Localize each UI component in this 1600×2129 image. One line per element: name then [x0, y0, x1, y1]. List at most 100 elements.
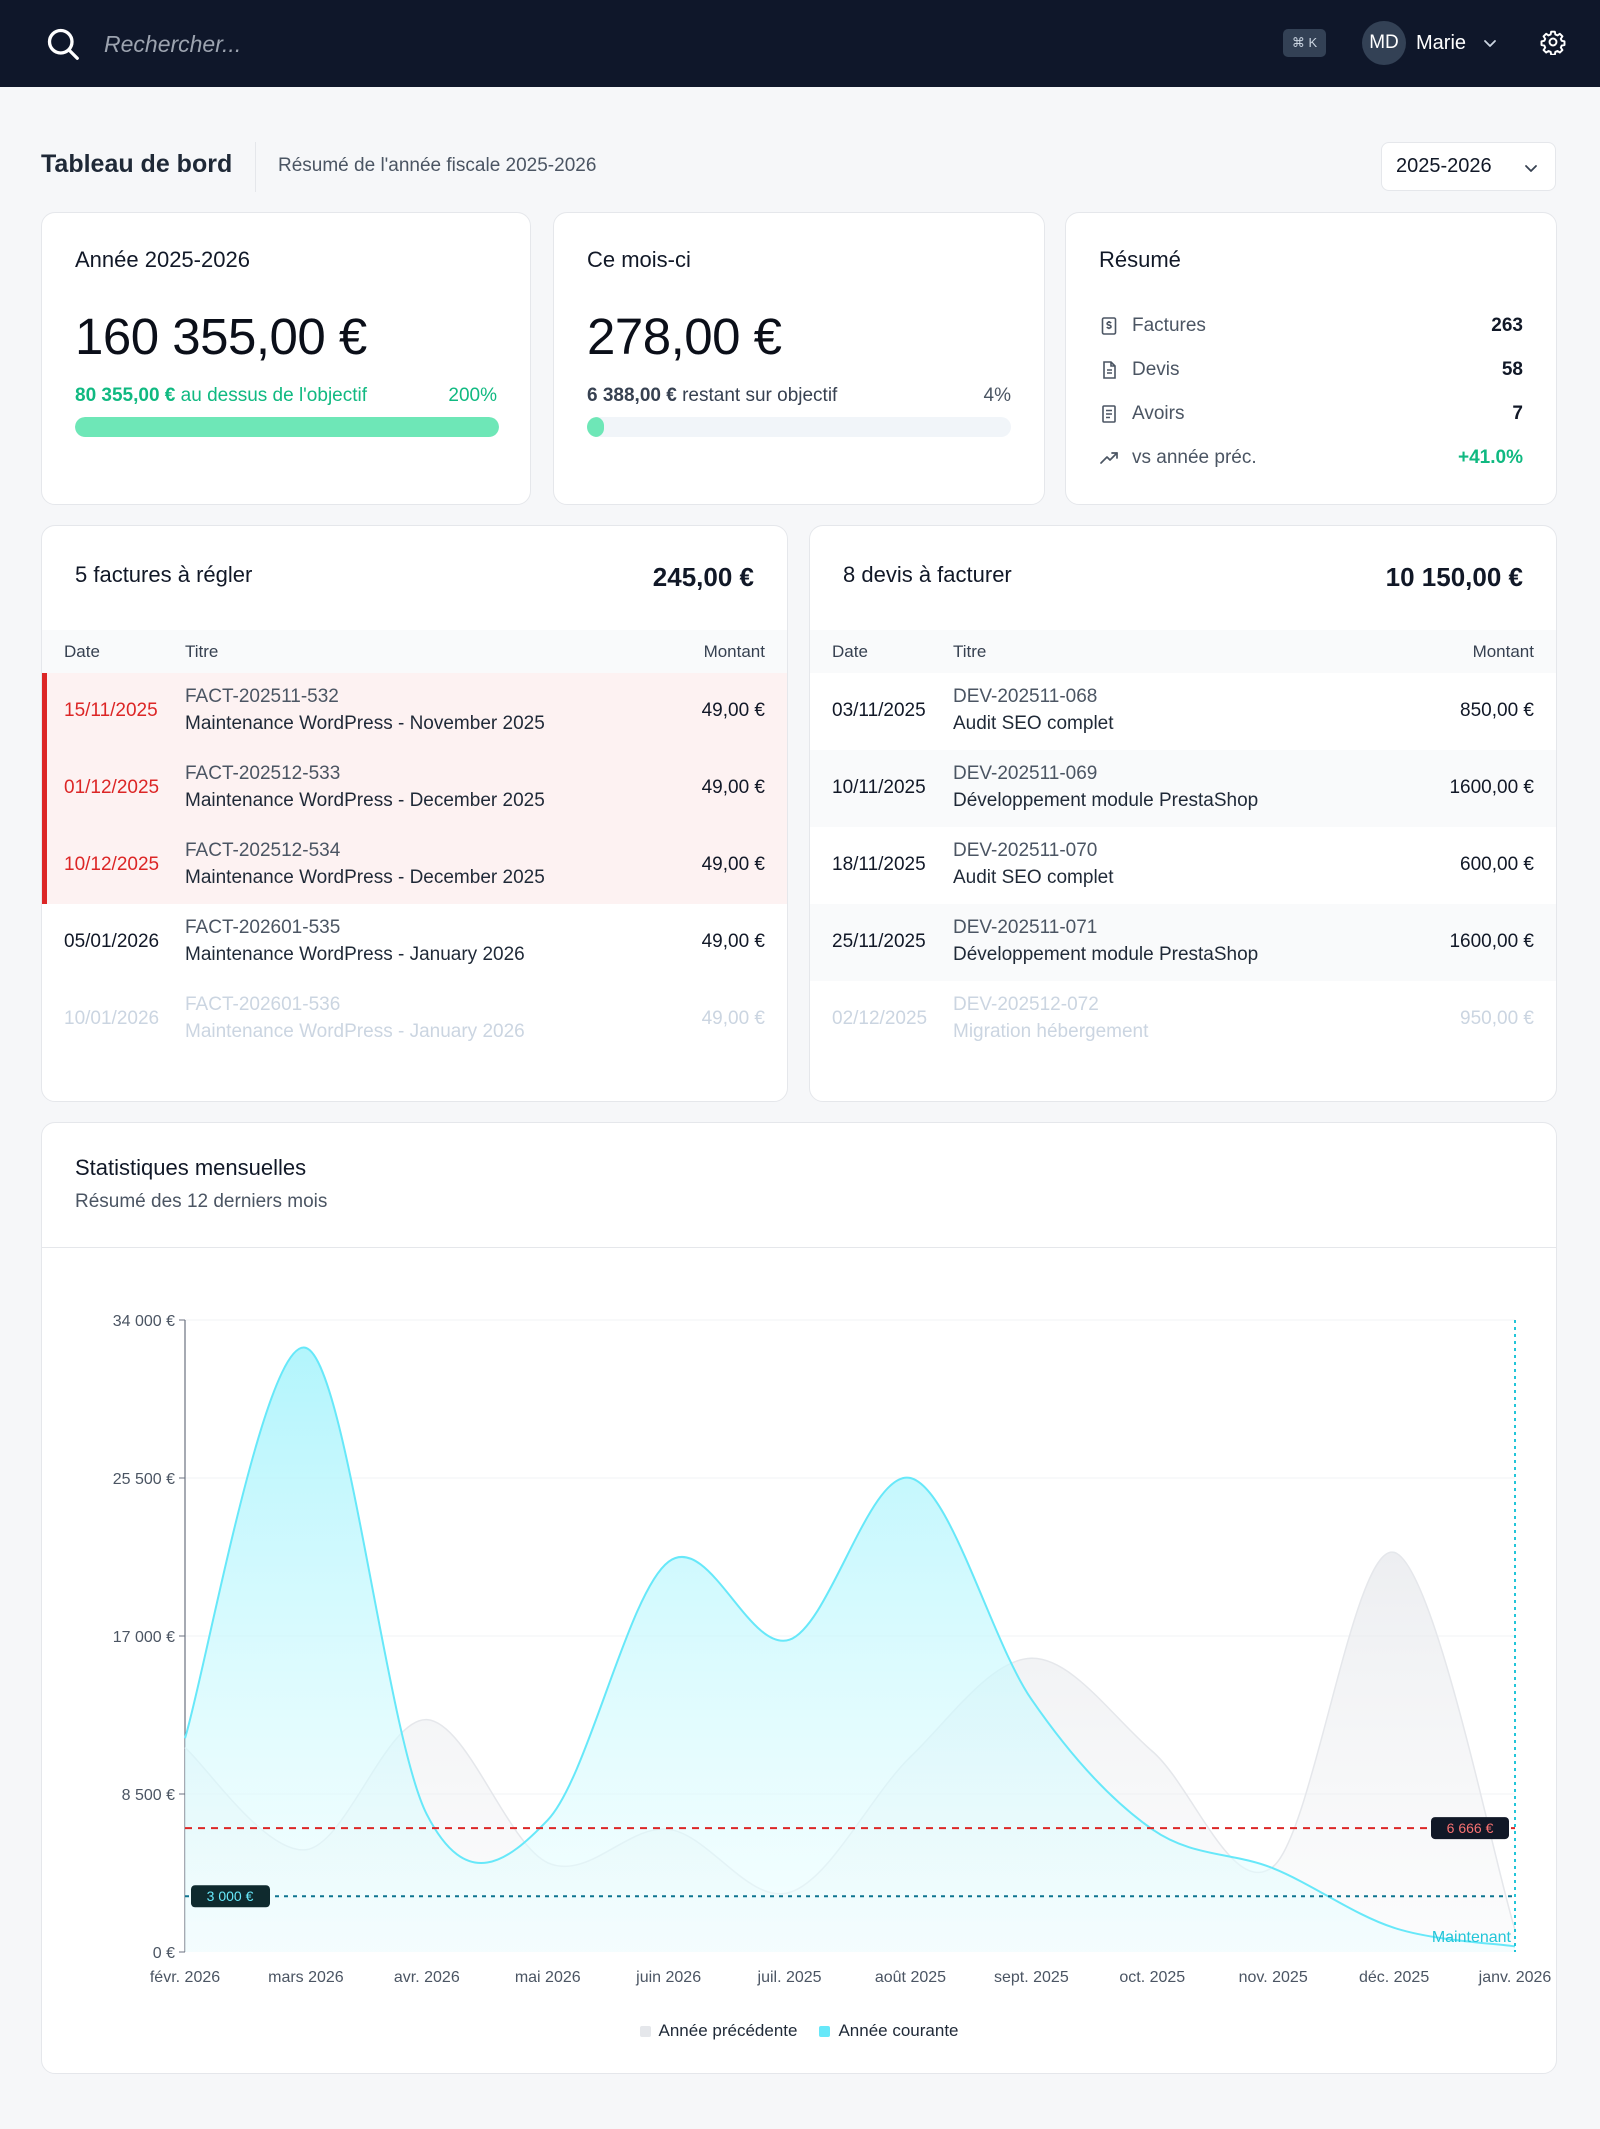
quotes-card: 8 devis à facturer 10 150,00 € Date Titr…: [809, 525, 1557, 1102]
row-date: 10/12/2025: [64, 854, 160, 875]
keyboard-shortcut-badge: ⌘ K: [1283, 29, 1326, 57]
legend-item-current-year[interactable]: Année courante: [819, 2021, 959, 2041]
current-year-area: [185, 1347, 1515, 1952]
row-date: 05/01/2026: [64, 931, 160, 952]
year-progress-value: 80 355,00 €: [75, 385, 176, 406]
current-year-line: [184, 1346, 1516, 1948]
row-reference[interactable]: DEV-202511-068: [953, 686, 1098, 707]
year-progress-text: 80 355,00 € au dessus de l'objectif: [75, 385, 367, 407]
row-date: 10/11/2025: [832, 777, 926, 798]
row-reference[interactable]: FACT-202512-533: [185, 763, 341, 784]
target-label-upper: 6 666 €: [1447, 1820, 1494, 1836]
month-progress-text: 6 388,00 € restant sur objectif: [587, 385, 837, 407]
current-year-point: [546, 1818, 550, 1822]
legend-item-previous-year[interactable]: Année précédente: [639, 2021, 797, 2041]
table-row[interactable]: 02/12/2025 DEV-202512-072 Migration héberg…: [810, 981, 1556, 1058]
x-tick-label: févr. 2026: [150, 1969, 220, 1986]
row-reference[interactable]: FACT-202512-534: [185, 840, 341, 861]
avatar: MD: [1362, 21, 1406, 65]
row-reference[interactable]: DEV-202511-071: [953, 917, 1098, 938]
previous-year-point: [1029, 1656, 1033, 1660]
row-reference[interactable]: FACT-202601-536: [185, 994, 341, 1015]
table-row[interactable]: 05/01/2026 FACT-202601-535 Maintenance Wor…: [42, 904, 787, 981]
legend-label: Année courante: [838, 2021, 959, 2040]
table-row[interactable]: 15/11/2025 FACT-202511-532 Maintenance Wor…: [42, 673, 787, 750]
row-amount: 850,00 €: [1460, 700, 1534, 721]
x-tick-label: mai 2026: [515, 1969, 581, 1986]
y-tick-label: 25 500 €: [113, 1471, 175, 1488]
monthly-area-chart: 0 € 8 500 € 17 000 € 25 500 € 34 000 € 6 666 …: [113, 1313, 1552, 1986]
y-tick-label: 0 €: [153, 1945, 175, 1962]
current-year-point: [1392, 1926, 1396, 1930]
table-row[interactable]: 01/12/2025 FACT-202512-533 Maintenance Wor…: [42, 750, 787, 827]
row-reference[interactable]: FACT-202601-535: [185, 917, 341, 938]
row-amount: 1600,00 €: [1449, 931, 1534, 952]
y-tick-label: 8 500 €: [122, 1787, 175, 1804]
month-progress-fill: [587, 417, 604, 437]
column-header-date[interactable]: Date: [64, 642, 100, 661]
page-title: Tableau de bord: [41, 150, 233, 178]
row-date: 10/01/2026: [64, 1008, 160, 1029]
row-description: Maintenance WordPress - December 2025: [185, 790, 545, 811]
year-stat-card: Année 2025-2026 160 355,00 € 80 355,00 €…: [41, 212, 531, 505]
current-year-point: [425, 1812, 429, 1816]
x-tick-label: nov. 2025: [1239, 1969, 1308, 1986]
year-card-title: Année 2025-2026: [75, 247, 250, 272]
title-divider: [255, 142, 256, 192]
row-amount: 600,00 €: [1460, 854, 1534, 875]
table-row[interactable]: 10/01/2026 FACT-202601-536 Maintenance Wor…: [42, 981, 787, 1058]
row-reference[interactable]: FACT-202511-532: [185, 686, 339, 707]
user-menu[interactable]: MD Marie: [1362, 21, 1498, 65]
month-amount: 278,00 €: [587, 308, 782, 365]
document-icon: [1103, 361, 1116, 379]
column-header-amount[interactable]: Montant: [703, 642, 765, 661]
row-amount: 49,00 €: [701, 931, 765, 952]
row-reference[interactable]: DEV-202511-069: [953, 763, 1098, 784]
table-row[interactable]: 03/11/2025 DEV-202511-068 Audit SEO comple…: [810, 673, 1556, 750]
current-year-point: [1271, 1866, 1275, 1870]
year-amount: 160 355,00 €: [75, 308, 367, 365]
summary-label: Factures: [1132, 315, 1206, 336]
row-description: Développement module PrestaShop: [953, 790, 1259, 811]
invoices-card: 5 factures à régler 245,00 € Date Titre …: [41, 525, 788, 1102]
quotes-table-header: Date Titre Montant: [810, 630, 1556, 673]
previous-year-point: [304, 1848, 308, 1852]
row-amount: 49,00 €: [701, 854, 765, 875]
month-progress-value: 6 388,00 €: [587, 385, 677, 406]
quotes-title: 8 devis à facturer: [843, 562, 1012, 587]
table-row[interactable]: 10/12/2025 FACT-202512-534 Maintenance Wor…: [42, 827, 787, 904]
row-date: 25/11/2025: [832, 931, 926, 952]
row-date: 01/12/2025: [64, 777, 160, 798]
invoices-total: 245,00 €: [652, 562, 754, 592]
row-amount: 950,00 €: [1460, 1008, 1534, 1029]
fiscal-year-select[interactable]: 2025-2026: [1381, 142, 1556, 191]
summary-card: Résumé Factures 263 Devis 58 Avoirs 7 vs…: [1065, 212, 1557, 505]
year-progress-fill: [75, 417, 499, 437]
fiscal-year-value: 2025-2026: [1396, 155, 1492, 177]
previous-year-point: [908, 1755, 912, 1759]
row-description: Maintenance WordPress - January 2026: [185, 944, 525, 965]
table-row[interactable]: 10/11/2025 DEV-202511-069 Développement mo…: [810, 750, 1556, 827]
row-description: Développement module PrestaShop: [953, 944, 1259, 965]
column-header-amount[interactable]: Montant: [1472, 642, 1534, 661]
table-row[interactable]: 18/11/2025 DEV-202511-070 Audit SEO comple…: [810, 827, 1556, 904]
previous-year-point: [425, 1718, 429, 1722]
table-row[interactable]: 25/11/2025 DEV-202511-071 Développement mo…: [810, 904, 1556, 981]
gear-icon[interactable]: [1540, 29, 1566, 55]
summary-label: Avoirs: [1132, 403, 1185, 424]
column-header-date[interactable]: Date: [832, 642, 868, 661]
year-progress-label: au dessus de l'objectif: [175, 385, 368, 406]
month-progress-bar: [587, 417, 1011, 437]
x-tick-label: janv. 2026: [1478, 1969, 1552, 1986]
row-reference[interactable]: DEV-202511-070: [953, 840, 1098, 861]
search-icon[interactable]: [45, 26, 81, 62]
row-reference[interactable]: DEV-202512-072: [953, 994, 1099, 1015]
legend-swatch: [639, 2025, 651, 2037]
summary-row-quotes: Devis 58: [1099, 355, 1523, 385]
user-name: Marie: [1416, 31, 1467, 54]
column-header-title[interactable]: Titre: [185, 642, 219, 661]
row-description: Maintenance WordPress - January 2026: [185, 1021, 525, 1042]
x-tick-label: oct. 2025: [1119, 1969, 1185, 1986]
search-input[interactable]: [104, 24, 704, 64]
column-header-title[interactable]: Titre: [953, 642, 987, 661]
